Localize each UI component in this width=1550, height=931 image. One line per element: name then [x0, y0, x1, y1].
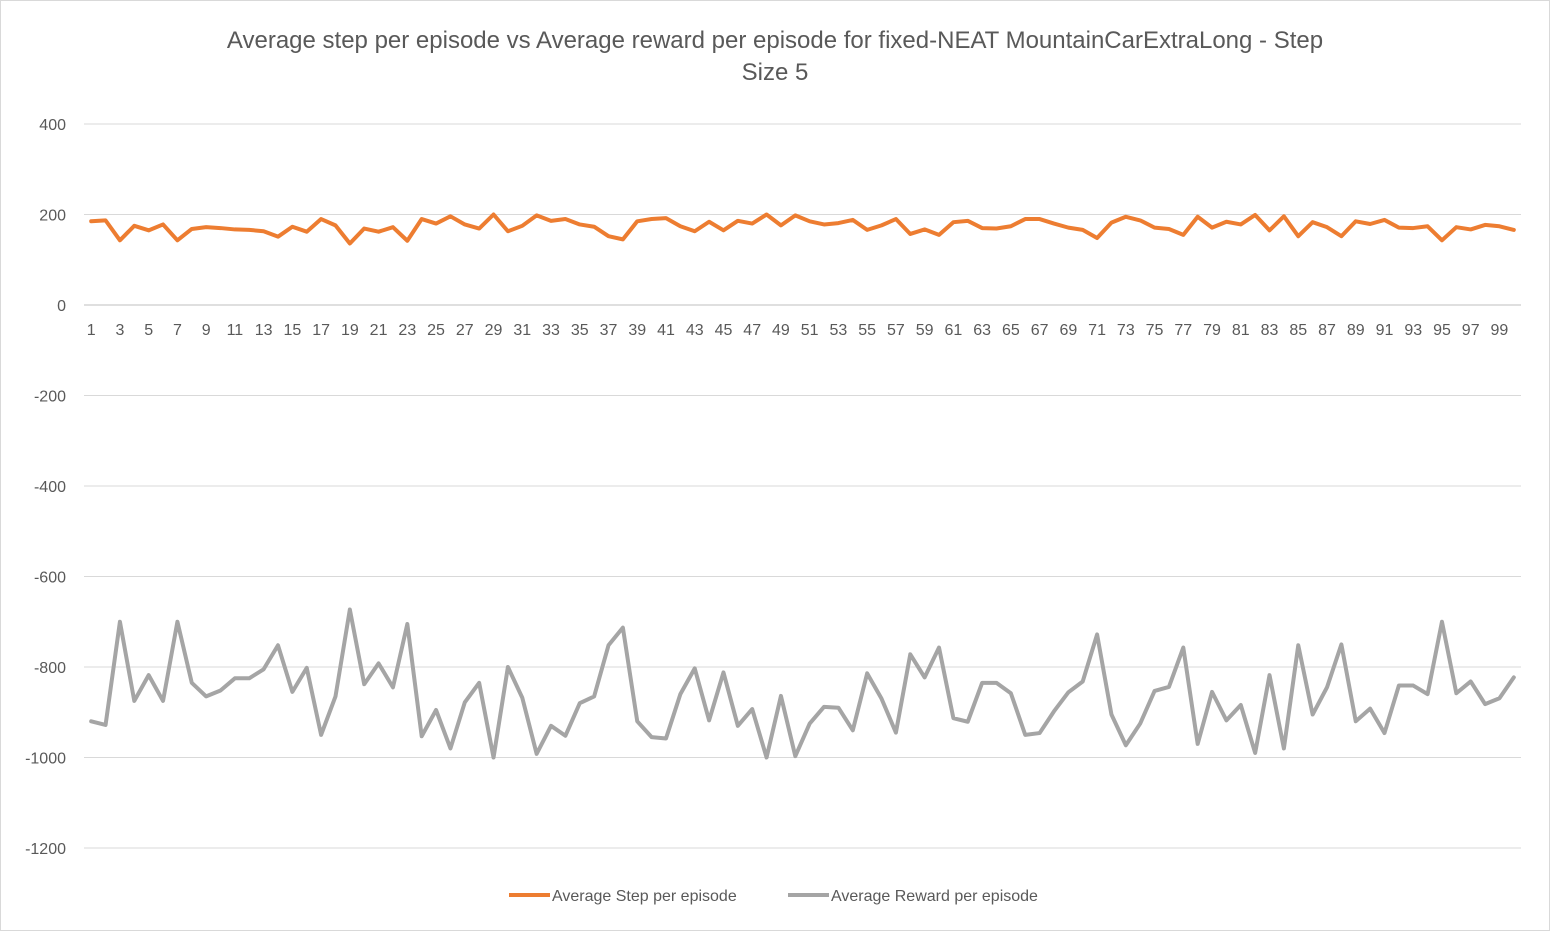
- x-tick-label: 21: [370, 322, 388, 339]
- x-tick-label: 53: [830, 322, 848, 339]
- x-tick-label: 99: [1491, 322, 1509, 339]
- x-tick-label: 65: [1002, 322, 1020, 339]
- x-tick-label: 43: [686, 322, 704, 339]
- y-tick-label: 200: [39, 208, 66, 225]
- x-tick-label: 49: [772, 322, 790, 339]
- x-tick-label: 59: [916, 322, 934, 339]
- x-tick-label: 75: [1146, 322, 1164, 339]
- x-tick-label: 61: [944, 322, 962, 339]
- x-tick-label: 89: [1347, 322, 1365, 339]
- x-tick-label: 77: [1174, 322, 1192, 339]
- x-tick-label: 45: [715, 322, 733, 339]
- chart-title: Average step per episode vs Average rewa…: [226, 27, 1324, 86]
- x-tick-label: 41: [657, 322, 675, 339]
- x-tick-label: 31: [513, 322, 531, 339]
- legend-label-reward: Average Reward per episode: [831, 888, 1038, 905]
- x-tick-label: 85: [1289, 322, 1307, 339]
- x-tick-label: 57: [887, 322, 905, 339]
- y-tick-label: 400: [39, 117, 66, 134]
- y-tick-label: -400: [34, 479, 66, 496]
- x-tick-label: 69: [1059, 322, 1077, 339]
- x-tick-label: 79: [1203, 322, 1221, 339]
- x-tick-label: 27: [456, 322, 474, 339]
- x-tick-label: 1: [87, 322, 96, 339]
- x-tick-label: 11: [227, 322, 244, 339]
- x-tick-label: 63: [973, 322, 991, 339]
- x-tick-label: 35: [571, 322, 589, 339]
- x-tick-label: 9: [202, 322, 211, 339]
- x-tick-label: 15: [283, 322, 301, 339]
- x-tick-label: 87: [1318, 322, 1336, 339]
- x-tick-label: 13: [255, 322, 273, 339]
- x-tick-label: 55: [858, 322, 876, 339]
- y-tick-label: -1200: [25, 841, 66, 858]
- y-tick-label: -800: [34, 660, 66, 677]
- x-tick-label: 67: [1031, 322, 1049, 339]
- x-tick-label: 23: [398, 322, 416, 339]
- x-tick-label: 97: [1462, 322, 1480, 339]
- x-tick-label: 73: [1117, 322, 1135, 339]
- x-tick-label: 37: [600, 322, 618, 339]
- y-tick-label: 0: [57, 298, 66, 315]
- x-tick-label: 25: [427, 322, 445, 339]
- series-line-average-reward: [89, 607, 1516, 760]
- grid-layer: [84, 123, 1521, 849]
- x-tick-label: 17: [312, 322, 330, 339]
- series-layer: [89, 212, 1516, 760]
- x-tick-label: 5: [144, 322, 153, 339]
- x-tick-label: 95: [1433, 322, 1451, 339]
- x-tick-label: 91: [1376, 322, 1394, 339]
- x-tick-label: 33: [542, 322, 560, 339]
- legend: Average Step per episode Average Reward …: [509, 888, 1038, 905]
- x-tick-label: 39: [628, 322, 646, 339]
- x-tick-label: 93: [1404, 322, 1422, 339]
- x-tick-label: 71: [1088, 322, 1106, 339]
- x-tick-label: 29: [485, 322, 503, 339]
- x-tick-label: 7: [173, 322, 182, 339]
- x-tick-label: 19: [341, 322, 359, 339]
- x-tick-label: 81: [1232, 322, 1250, 339]
- x-tick-label: 3: [115, 322, 124, 339]
- series-line-average-step: [89, 212, 1516, 246]
- x-tick-label: 47: [743, 322, 761, 339]
- legend-label-step: Average Step per episode: [552, 888, 737, 905]
- y-tick-label: -200: [34, 389, 66, 406]
- y-tick-label: -600: [34, 570, 66, 587]
- x-tick-label: 83: [1261, 322, 1279, 339]
- x-tick-label: 51: [801, 322, 819, 339]
- y-tick-label: -1000: [25, 751, 66, 768]
